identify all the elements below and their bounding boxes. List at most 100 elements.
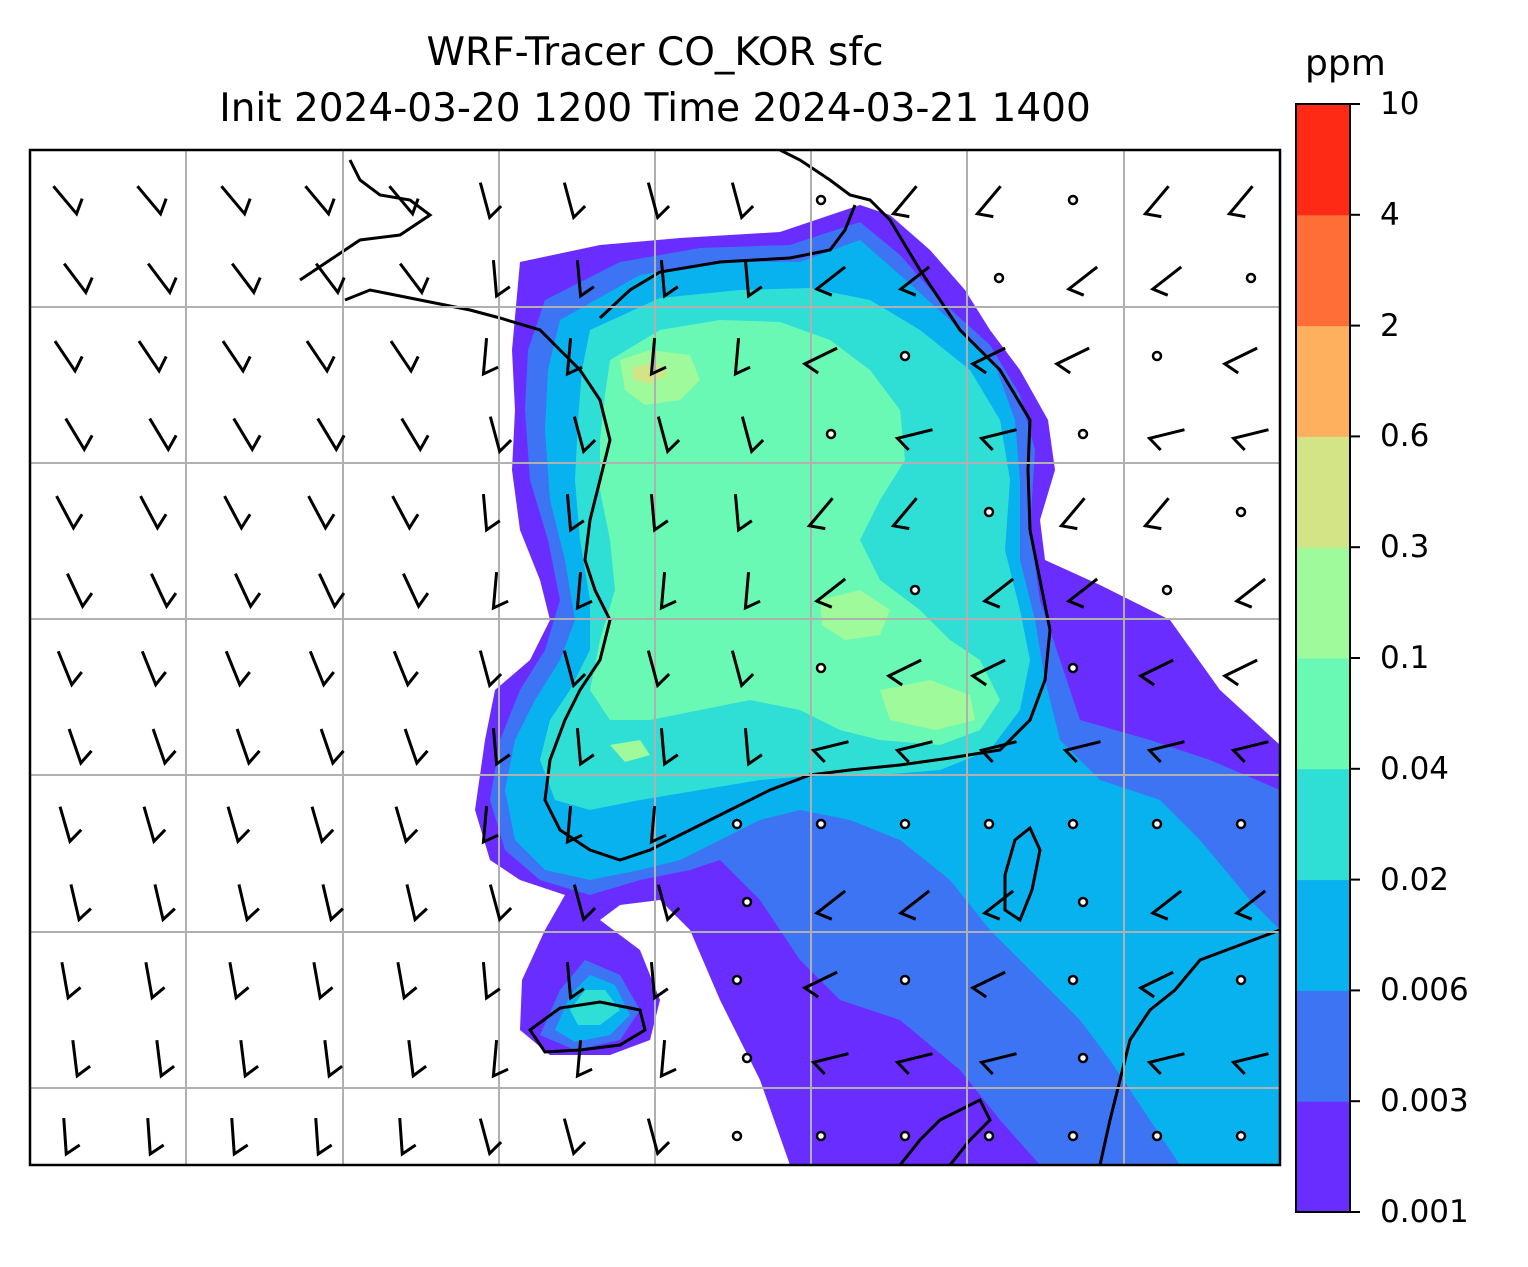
wind-barb <box>575 571 593 611</box>
wind-barb <box>733 337 751 377</box>
wind-barb <box>562 650 587 689</box>
wind-barb <box>801 970 838 999</box>
wind-barb <box>656 884 681 923</box>
wind-barb <box>407 1039 428 1079</box>
colorbar-tick-label: 0.3 <box>1380 529 1430 566</box>
wind-barb <box>230 262 262 296</box>
wind-barb <box>646 650 671 689</box>
calm-wind-circle <box>815 194 827 206</box>
wind-barb <box>1226 185 1254 219</box>
wind-barb <box>142 806 167 845</box>
wind-barb <box>1221 658 1258 687</box>
calm-wind-circle <box>983 506 995 518</box>
wind-barb <box>144 962 166 1001</box>
wind-barb <box>396 962 418 1001</box>
coastline-peninsula <box>344 150 1052 862</box>
wind-barb <box>319 728 345 766</box>
colorbar-segment <box>1296 990 1350 1102</box>
calm-wind-circle <box>815 662 827 674</box>
colorbar-segment <box>1296 658 1350 770</box>
wind-barb <box>323 1039 344 1079</box>
calm-wind-circle <box>741 896 753 908</box>
calm-wind-circle <box>983 818 995 830</box>
wind-barb <box>62 1117 81 1157</box>
calm-wind-circle <box>899 974 911 986</box>
wind-barb <box>153 884 176 923</box>
calm-wind-circle <box>1235 506 1247 518</box>
calm-wind-circle <box>1161 584 1173 596</box>
colorbar-unit: ppm <box>1305 43 1386 84</box>
wind-barb <box>239 1039 260 1079</box>
wind-barb <box>403 728 429 766</box>
wind-barb <box>321 884 344 923</box>
wind-barb <box>649 805 667 845</box>
wind-barb <box>969 658 1006 687</box>
wind-barb <box>885 658 922 687</box>
wind-barb <box>743 571 761 611</box>
calm-wind-circle <box>815 818 827 830</box>
wind-barb <box>307 495 336 531</box>
wind-barb <box>478 650 503 689</box>
wind-barb <box>52 185 84 217</box>
calm-wind-circle <box>899 818 911 830</box>
wind-barb <box>226 806 251 845</box>
wind-barb <box>813 889 847 921</box>
wind-barb <box>318 573 346 610</box>
colorbar-tick-label: 10 <box>1380 86 1420 122</box>
wind-barb <box>314 262 346 296</box>
wind-barb <box>649 961 669 1001</box>
wind-barb <box>969 346 1006 375</box>
wind-barb <box>981 889 1015 921</box>
calm-wind-circle <box>731 818 743 830</box>
calm-wind-circle <box>1077 1052 1089 1064</box>
calm-wind-circle <box>731 1130 743 1142</box>
calm-wind-circle <box>993 272 1005 284</box>
wind-barb <box>488 416 513 455</box>
wind-barb <box>813 577 847 609</box>
wind-barb <box>481 805 499 845</box>
wind-barb <box>140 650 167 688</box>
coastline-japan-kyushu <box>1098 928 1280 1165</box>
wind-barb <box>1065 265 1099 297</box>
wind-barb <box>55 495 84 531</box>
wind-barb <box>1062 740 1101 764</box>
colorbar-tick-label: 4 <box>1380 196 1400 233</box>
wind-barb <box>56 650 83 688</box>
wind-barb <box>478 182 503 221</box>
wind-barb <box>1149 889 1183 921</box>
calm-wind-circle <box>1067 818 1079 830</box>
calm-wind-circle <box>1235 818 1247 830</box>
colorbar <box>1295 103 1360 1213</box>
wind-barb <box>1137 970 1174 999</box>
gridlines <box>30 150 1280 1165</box>
coastlines <box>299 150 1280 1165</box>
calm-wind-circle <box>909 584 921 596</box>
wind-barb <box>64 417 94 453</box>
wind-barb <box>58 806 83 845</box>
calm-wind-circle <box>1151 350 1163 362</box>
fill-level-5 <box>590 320 1000 745</box>
wind-barb <box>71 1039 92 1079</box>
wind-barb <box>1146 740 1185 764</box>
wind-barb <box>481 493 501 533</box>
wind-barb <box>1053 346 1090 375</box>
colorbar-segment <box>1296 436 1350 548</box>
calm-wind-circle <box>899 1130 911 1142</box>
wind-barb <box>388 185 420 217</box>
wind-barb <box>890 185 918 219</box>
wind-barb <box>565 337 583 377</box>
wind-barb <box>151 728 177 766</box>
wind-barbs <box>52 182 1269 1157</box>
coastline-shandong <box>299 159 433 282</box>
wind-barb <box>894 740 933 764</box>
wind-barb <box>806 497 834 531</box>
wind-barb <box>743 259 763 299</box>
wind-barb <box>69 884 92 923</box>
wind-barb <box>405 884 428 923</box>
wind-barb <box>572 416 597 455</box>
wind-barb <box>237 884 260 923</box>
colorbar-segment <box>1296 1101 1350 1213</box>
calm-wind-circle <box>1077 428 1089 440</box>
colorbar-segment <box>1296 879 1350 991</box>
wind-barb <box>400 417 430 453</box>
